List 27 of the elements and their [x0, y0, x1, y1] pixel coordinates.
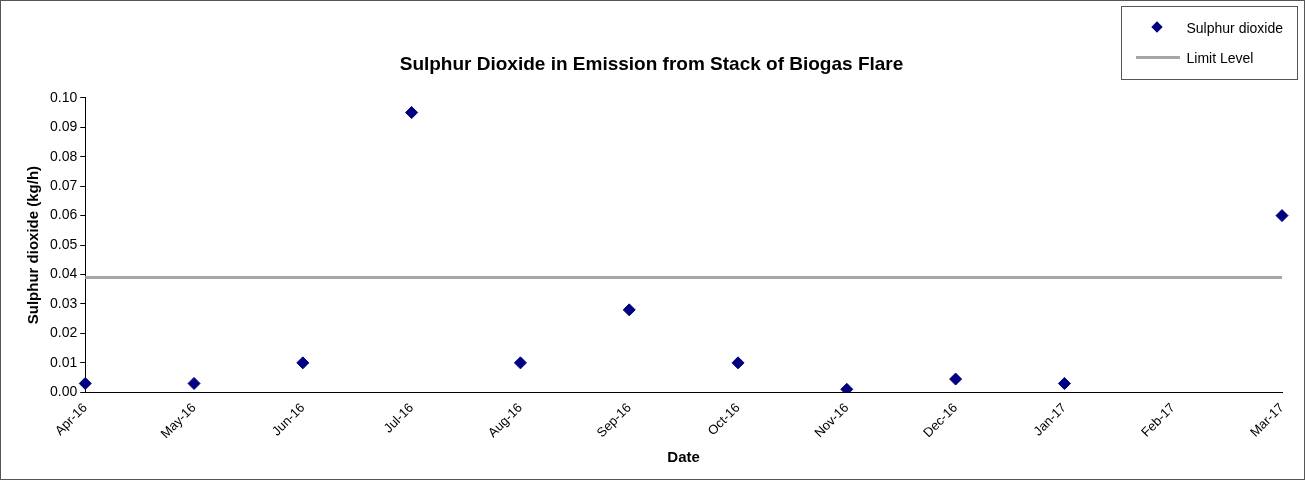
point — [78, 376, 92, 390]
y-tick-label: 0.09 — [50, 118, 78, 135]
point — [840, 382, 854, 393]
x-axis-title: Date — [667, 448, 700, 466]
y-tick-label: 0.02 — [50, 324, 78, 341]
point — [405, 106, 419, 120]
point — [731, 356, 745, 370]
y-tick-label: 0.06 — [50, 206, 78, 223]
y-tick-label: 0.01 — [50, 353, 78, 370]
point — [296, 356, 310, 370]
point — [622, 303, 636, 317]
point — [1275, 209, 1289, 223]
y-axis-title: Sulphur dioxide (kg/h) — [24, 165, 42, 325]
y-tick-label: 0.03 — [50, 294, 78, 311]
y-tick-label: 0.00 — [50, 383, 78, 400]
y-tick-label: 0.10 — [50, 88, 78, 105]
point — [513, 356, 527, 370]
legend-label: Limit Level — [1186, 50, 1254, 66]
y-tick-label: 0.08 — [50, 147, 78, 164]
y-tick-label: 0.07 — [50, 177, 78, 194]
legend-label: Sulphur dioxide — [1186, 20, 1283, 36]
point — [187, 376, 201, 390]
chart-title: Sulphur Dioxide in Emission from Stack of Biogas Flare — [399, 52, 904, 74]
y-tick-label: 0.04 — [50, 265, 78, 282]
point — [949, 372, 963, 386]
point — [1057, 376, 1071, 390]
y-tick-label: 0.05 — [50, 235, 78, 252]
